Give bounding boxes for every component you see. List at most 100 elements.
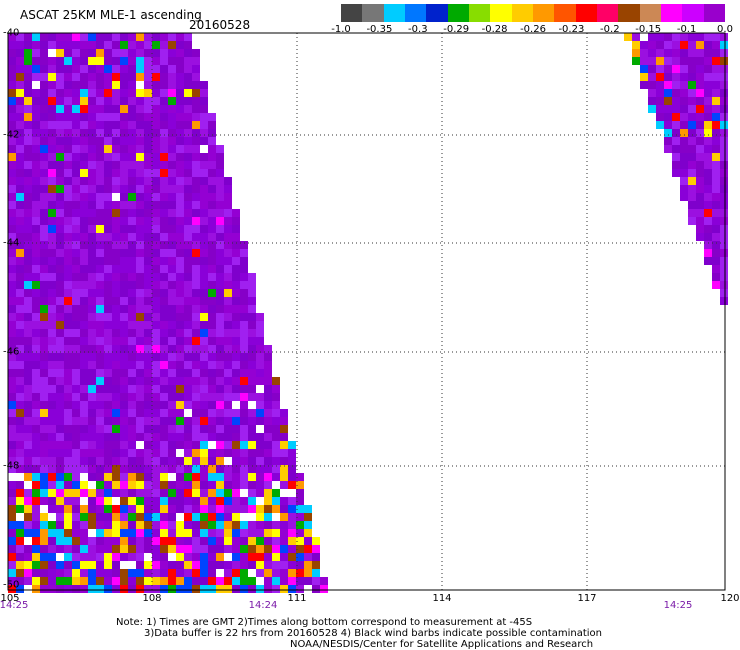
swath-cell <box>56 161 64 169</box>
swath-cell <box>208 321 216 329</box>
swath-cell <box>8 289 16 297</box>
swath-cell <box>296 537 304 545</box>
swath-cell <box>112 337 120 345</box>
swath-cell <box>184 145 192 153</box>
swath-cell <box>48 521 56 529</box>
lon-label: 114 <box>432 593 452 604</box>
swath-cell <box>48 337 56 345</box>
swath-cell <box>40 57 48 65</box>
swath-cell <box>88 457 96 465</box>
swath-cell <box>40 425 48 433</box>
swath-cell <box>208 113 216 121</box>
swath-cell <box>152 65 160 73</box>
swath-cell <box>104 433 112 441</box>
swath-cell <box>88 121 96 129</box>
swath-cell <box>40 137 48 145</box>
swath-cell <box>160 361 168 369</box>
swath-cell <box>184 281 192 289</box>
swath-cell <box>40 177 48 185</box>
swath-cell <box>168 553 176 561</box>
swath-cell <box>104 577 112 585</box>
swath-cell <box>136 409 144 417</box>
swath-cell <box>104 457 112 465</box>
swath-cell <box>240 569 248 577</box>
swath-cell <box>56 401 64 409</box>
swath-cell <box>16 449 24 457</box>
swath-cell <box>192 481 200 489</box>
swath-cell <box>712 169 720 177</box>
swath-cell <box>256 401 264 409</box>
swath-cell <box>112 241 120 249</box>
swath-cell <box>40 577 48 585</box>
swath-cell <box>56 273 64 281</box>
swath-cell <box>88 345 96 353</box>
swath-cell <box>128 41 136 49</box>
swath-cell <box>304 537 312 545</box>
swath-cell <box>704 249 712 257</box>
swath-cell <box>256 545 264 553</box>
swath-cell <box>232 545 240 553</box>
swath-cell <box>72 257 80 265</box>
swath-cell <box>168 233 176 241</box>
swath-cell <box>24 241 32 249</box>
swath-cell <box>64 145 72 153</box>
swath-cell <box>232 313 240 321</box>
swath-cell <box>288 457 296 465</box>
swath-cell <box>256 337 264 345</box>
swath-cell <box>160 193 168 201</box>
swath-cell <box>176 233 184 241</box>
swath-cell <box>96 441 104 449</box>
swath-cell <box>720 73 728 81</box>
swath-cell <box>96 241 104 249</box>
swath-cell <box>32 73 40 81</box>
swath-cell <box>176 433 184 441</box>
swath-cell <box>32 345 40 353</box>
swath-cell <box>144 105 152 113</box>
swath-cell <box>48 121 56 129</box>
swath-cell <box>64 73 72 81</box>
swath-cell <box>48 497 56 505</box>
swath-cell <box>240 385 248 393</box>
swath-cell <box>136 473 144 481</box>
swath-cell <box>296 569 304 577</box>
swath-cell <box>80 481 88 489</box>
swath-cell <box>88 113 96 121</box>
map-frame <box>7 32 726 591</box>
swath-cell <box>144 73 152 81</box>
swath-cell <box>88 393 96 401</box>
swath-cell <box>160 249 168 257</box>
swath-cell <box>264 489 272 497</box>
swath-cell <box>176 145 184 153</box>
swath-cell <box>80 201 88 209</box>
swath-cell <box>184 161 192 169</box>
swath-cell <box>176 113 184 121</box>
swath-cell <box>96 313 104 321</box>
swath-cell <box>32 473 40 481</box>
swath-cell <box>40 529 48 537</box>
swath-cell <box>184 361 192 369</box>
swath-cell <box>192 401 200 409</box>
swath-cell <box>168 297 176 305</box>
swath-cell <box>96 537 104 545</box>
swath-cell <box>24 41 32 49</box>
swath-cell <box>240 441 248 449</box>
swath-cell <box>128 81 136 89</box>
swath-cell <box>672 113 680 121</box>
swath-cell <box>16 97 24 105</box>
swath-cell <box>272 521 280 529</box>
swath-cell <box>200 209 208 217</box>
swath-cell <box>264 497 272 505</box>
swath-cell <box>208 217 216 225</box>
swath-cell <box>256 529 264 537</box>
swath-cell <box>16 233 24 241</box>
swath-cell <box>8 81 16 89</box>
swath-cell <box>104 569 112 577</box>
swath-cell <box>192 49 200 57</box>
swath-cell <box>72 137 80 145</box>
swath-cell <box>24 33 32 41</box>
swath-cell <box>184 529 192 537</box>
swath-cell <box>176 377 184 385</box>
swath-cell <box>656 89 664 97</box>
swath-cell <box>720 257 728 265</box>
swath-cell <box>136 353 144 361</box>
